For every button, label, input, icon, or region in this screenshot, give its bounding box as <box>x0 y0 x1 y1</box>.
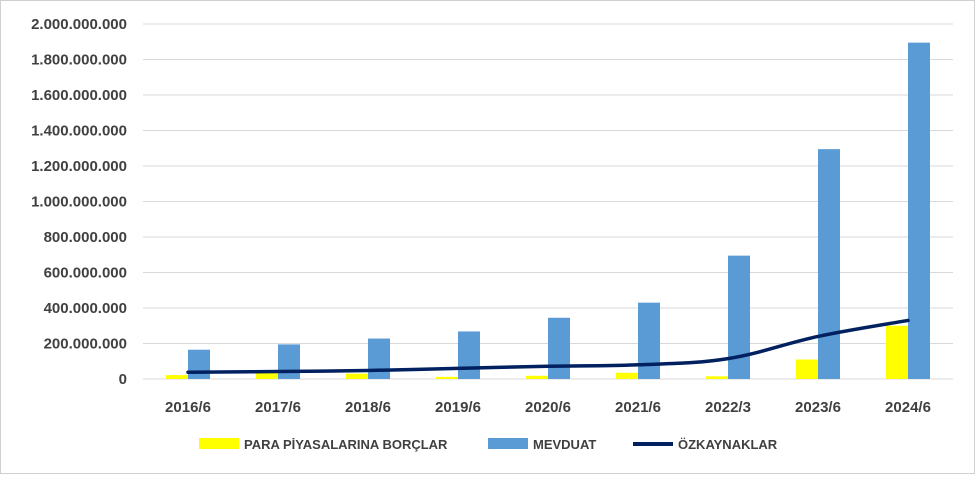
x-tick-label: 2020/6 <box>525 399 571 416</box>
x-tick-label: 2023/6 <box>795 399 841 416</box>
bar-para-piyasalarina-borclar <box>256 373 278 379</box>
bar-para-piyasalarina-borclar <box>436 377 458 379</box>
bar-para-piyasalarina-borclar <box>796 359 818 379</box>
y-tick-label: 800.000.000 <box>44 229 127 246</box>
bar-mevduat <box>188 350 210 379</box>
x-tick-label: 2019/6 <box>435 399 481 416</box>
legend-label: PARA PİYASALARINA BORÇLAR <box>244 437 448 452</box>
y-tick-label: 2.000.000.000 <box>31 16 127 33</box>
legend: PARA PİYASALARINA BORÇLAR MEVDUAT ÖZKAYNAK… <box>199 437 778 452</box>
bar-para-piyasalarina-borclar <box>346 374 368 379</box>
bar-para-piyasalarina-borclar <box>706 376 728 379</box>
bar-para-piyasalarina-borclar <box>886 326 908 379</box>
legend-swatch <box>488 438 528 449</box>
y-axis: 0 200.000.000 400.000.000 600.000.000 800.00… <box>31 16 127 388</box>
y-tick-label: 1.200.000.000 <box>31 158 127 175</box>
x-axis: 2016/6 2017/6 2018/6 2019/6 2020/6 2021/6 2022… <box>165 399 931 416</box>
bar-para-piyasalarina-borclar <box>616 373 638 379</box>
y-tick-label: 1.400.000.000 <box>31 123 127 140</box>
x-tick-label: 2022/3 <box>705 399 751 416</box>
bar-mevduat <box>368 339 390 379</box>
bar-mevduat <box>818 149 840 379</box>
y-tick-label: 0 <box>119 371 127 388</box>
x-tick-label: 2021/6 <box>615 399 661 416</box>
bar-mevduat <box>278 344 300 379</box>
y-tick-label: 1.800.000.000 <box>31 52 127 69</box>
y-tick-label: 1.600.000.000 <box>31 87 127 104</box>
x-tick-label: 2018/6 <box>345 399 391 416</box>
x-tick-label: 2017/6 <box>255 399 301 416</box>
bar-para-piyasalarina-borclar <box>166 375 188 379</box>
x-tick-label: 2016/6 <box>165 399 211 416</box>
bar-mevduat <box>548 318 570 379</box>
legend-label: ÖZKAYNAKLAR <box>678 437 778 452</box>
bar-para-piyasalarina-borclar <box>526 376 548 379</box>
bars-layer <box>166 43 930 379</box>
bar-mevduat <box>638 303 660 379</box>
legend-label: MEVDUAT <box>533 437 596 452</box>
y-tick-label: 600.000.000 <box>44 265 127 282</box>
y-tick-label: 400.000.000 <box>44 300 127 317</box>
legend-swatch <box>199 438 239 449</box>
bar-mevduat <box>458 331 480 379</box>
y-tick-label: 1.000.000.000 <box>31 194 127 211</box>
x-tick-label: 2024/6 <box>885 399 931 416</box>
y-tick-label: 200.000.000 <box>44 336 127 353</box>
bar-mevduat <box>908 43 930 379</box>
bar-mevduat <box>728 256 750 379</box>
